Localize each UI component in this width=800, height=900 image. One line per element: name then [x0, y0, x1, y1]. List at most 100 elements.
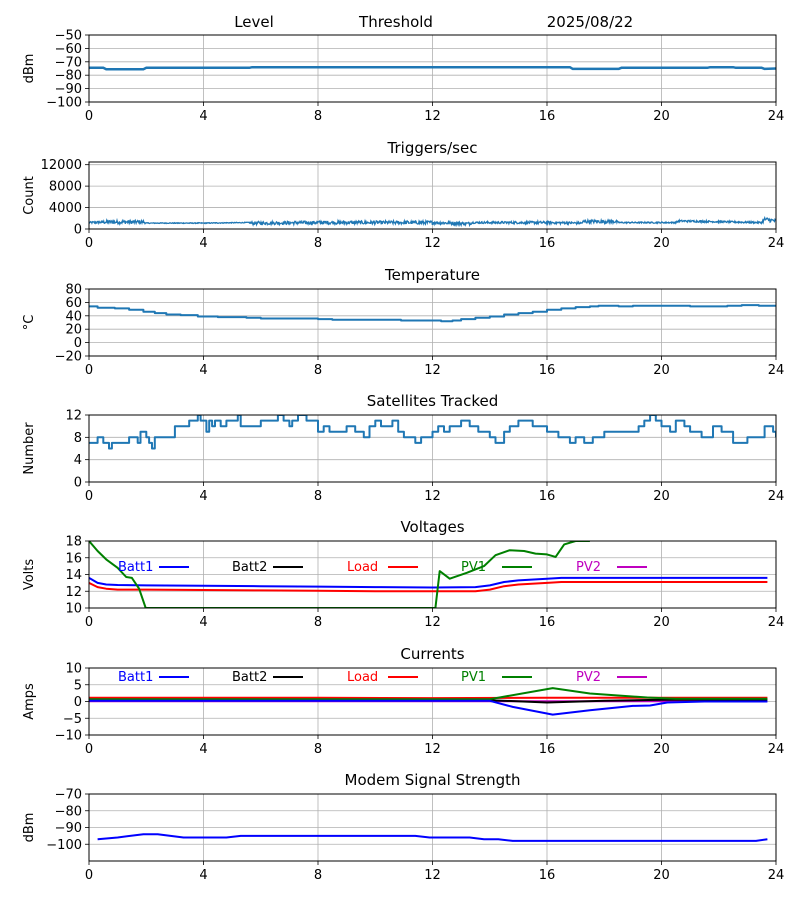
y-axis-label: dBm [22, 54, 37, 84]
series-line-pv1 [89, 687, 768, 701]
x-tick-label: 0 [85, 615, 93, 630]
chart-title: Voltages [400, 518, 464, 536]
x-tick-label: 20 [653, 489, 670, 504]
x-tick-label: 8 [314, 742, 322, 757]
x-tick-label: 12 [424, 868, 441, 883]
y-tick-label: −10 [55, 729, 82, 744]
series-line-batt1 [89, 576, 768, 589]
series-group [89, 687, 768, 716]
y-tick-label: 18 [65, 535, 82, 550]
x-tick-label: 24 [768, 109, 785, 124]
series-group [89, 304, 776, 323]
chart-title: Temperature [384, 266, 480, 284]
y-tick-label: −100 [46, 96, 82, 111]
legend-label-batt2: Batt2 [232, 670, 267, 685]
subplot-modem: 0 4 8 12 16 20 24 −100 −90 −80−70 Modem Signal Str… [22, 771, 784, 883]
y-tick-label: −20 [55, 350, 82, 365]
chart-title: Triggers/sec [387, 139, 478, 157]
y-tick-label: 10 [65, 662, 82, 677]
x-tick-label: 12 [424, 236, 441, 251]
legend-label-pv2: PV2 [576, 670, 601, 685]
legend-label-batt1: Batt1 [118, 560, 153, 575]
y-tick-label: −70 [55, 788, 82, 803]
y-tick-label: 80 [65, 283, 82, 298]
legend-label-load: Load [347, 670, 378, 685]
series-group [89, 541, 768, 608]
y-axis-label: °C [22, 315, 37, 331]
chart-title: Modem Signal Strength [345, 771, 521, 789]
x-tick-label: 4 [199, 742, 207, 757]
x-tick-label: 12 [424, 109, 441, 124]
x-tick-label: 24 [768, 868, 785, 883]
legend-label-pv2: PV2 [576, 560, 601, 575]
y-tick-label: 0 [74, 336, 82, 351]
x-tick-label: 16 [539, 489, 556, 504]
y-tick-label: −70 [55, 55, 82, 70]
y-axis-label: Volts [22, 559, 37, 591]
y-tick-label: 20 [65, 323, 82, 338]
x-tick-label: 24 [768, 489, 785, 504]
y-tick-label: 0 [74, 223, 82, 238]
x-tick-label: 0 [85, 742, 93, 757]
series-line-temperature [89, 304, 776, 323]
x-tick-label: 0 [85, 236, 93, 251]
y-tick-label: 0 [74, 476, 82, 491]
y-tick-label: 12 [65, 585, 82, 600]
x-tick-label: 0 [85, 363, 93, 378]
y-tick-label: 14 [65, 568, 82, 583]
y-tick-label: 10 [65, 602, 82, 617]
legend-label-pv1: PV1 [461, 560, 486, 575]
x-tick-label: 12 [424, 363, 441, 378]
legend-label-pv1: PV1 [461, 670, 486, 685]
series-line-satellites [89, 415, 776, 450]
subplot-triggers: 0 4 8 12 16 20 24 0 4000 8000 12000 Triggers/sec Cou… [22, 139, 784, 251]
y-tick-label: 8 [74, 431, 82, 446]
legend: Batt1 Batt2 Load PV1 PV2 [118, 560, 647, 575]
y-tick-label: 60 [65, 296, 82, 311]
x-tick-label: 12 [424, 742, 441, 757]
series-group [89, 65, 776, 71]
x-tick-label: 20 [653, 868, 670, 883]
series-line-level [89, 65, 776, 71]
y-tick-label: 4000 [49, 201, 82, 216]
header-label-level: Level [234, 13, 274, 31]
legend-label-batt2: Batt2 [232, 560, 267, 575]
subplot-satellites: 0 4 8 12 16 20 24 0 4 8 12 Satellites Tracked Number [22, 392, 784, 504]
x-tick-label: 0 [85, 109, 93, 124]
x-tick-label: 20 [653, 615, 670, 630]
x-tick-label: 8 [314, 489, 322, 504]
x-tick-label: 4 [199, 868, 207, 883]
series-line-modem [97, 833, 768, 842]
x-tick-label: 24 [768, 615, 785, 630]
x-tick-label: 4 [199, 615, 207, 630]
x-tick-label: 12 [424, 489, 441, 504]
y-axis-label: Number [22, 422, 37, 475]
header-label-threshold: Threshold [358, 13, 433, 31]
x-tick-label: 4 [199, 109, 207, 124]
y-axis-label: Count [22, 176, 37, 215]
x-tick-label: 20 [653, 742, 670, 757]
series-line-batt1 [89, 699, 768, 716]
y-tick-label: −50 [55, 29, 82, 44]
y-tick-label: 4 [74, 453, 82, 468]
y-axis-label: dBm [22, 813, 37, 843]
y-tick-label: 12000 [41, 158, 82, 173]
y-tick-label: 0 [74, 695, 82, 710]
header-label-date: 2025/08/22 [547, 13, 633, 31]
series-line-triggers [89, 215, 776, 228]
y-tick-label: 12 [65, 409, 82, 424]
x-tick-label: 20 [653, 363, 670, 378]
x-tick-label: 8 [314, 615, 322, 630]
y-tick-label: 8000 [49, 180, 82, 195]
x-tick-label: 8 [314, 236, 322, 251]
y-tick-label: −80 [55, 69, 82, 84]
series-group [97, 833, 768, 842]
x-tick-label: 16 [539, 236, 556, 251]
x-tick-label: 8 [314, 868, 322, 883]
y-tick-label: −5 [63, 712, 82, 727]
legend-label-batt1: Batt1 [118, 670, 153, 685]
